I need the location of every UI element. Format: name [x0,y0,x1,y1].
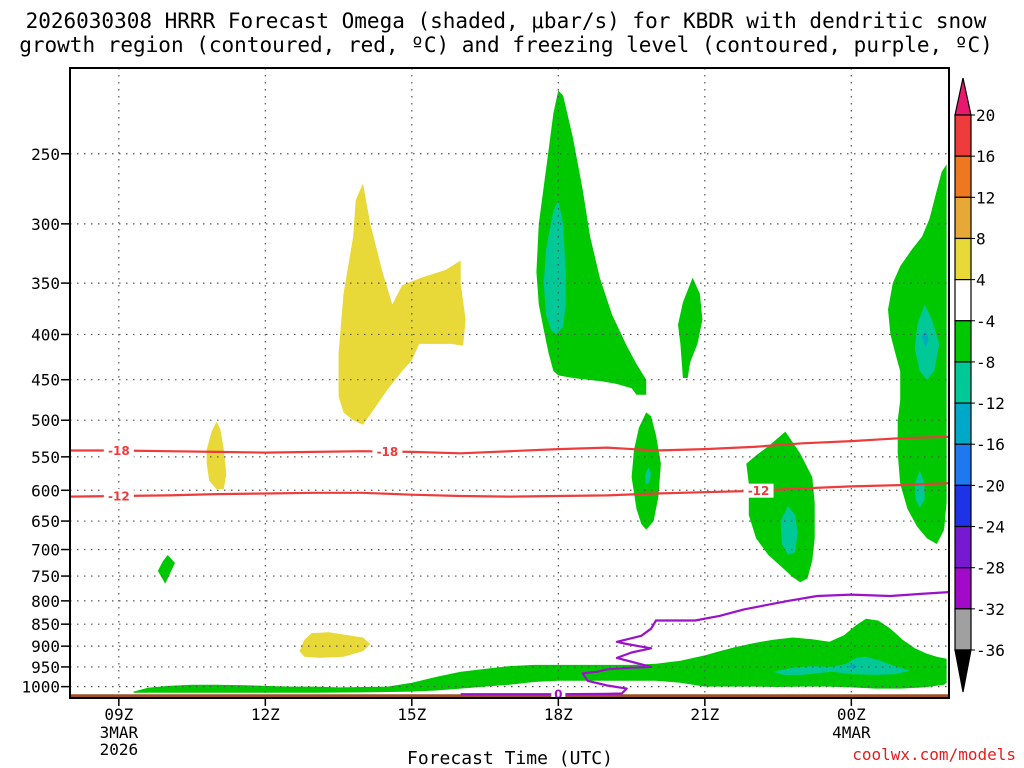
y-tick-label-1000: 1000 [21,678,60,697]
colorbar-swatch-2 [954,196,972,240]
credit-text[interactable]: coolwx.com/models [852,745,1016,764]
y-tick-label-500: 500 [31,411,60,430]
colorbar-label-12: -32 [976,600,1005,619]
contour-freezing-level-0 [460,591,949,696]
x-tick-label-12Z: 12Z [251,705,280,724]
colorbar-swatch-4 [954,279,972,322]
omega-region-lift-20z-mid-core [645,467,652,484]
y-tick-label-550: 550 [31,448,60,467]
colorbar-label-6: -8 [976,353,995,372]
chart-title-line1: 2026030308 HRRR Forecast Omega (shaded, … [26,9,987,33]
contour-label-dgz-minus12-0: -12 [108,490,130,504]
omega-region-lift-low-core [773,656,910,675]
colorbar-swatch-9 [954,484,972,528]
contour-dgz-minus12 [70,482,949,498]
omega-region-lift-2030z [678,277,703,378]
colorbar-label-3: 8 [976,229,986,248]
y-axis: 250 300 350 400 450 500 550 600 650 700 750 800 850 9… [21,145,70,697]
colorbar: 20 16 12 8 4 -4 -8 -12 -16 -20 -24 -28 -32 -36 [954,77,1005,693]
omega-region-lift-10z-small [157,555,175,584]
y-tick-label-300: 300 [31,215,60,234]
colorbar-label-11: -28 [976,559,1005,578]
x-tick-sublabel-00Z: 4MAR [832,723,871,742]
x-axis-title: Forecast Time (UTC) [407,748,613,768]
contour-label-bg-dgz-minus18-0 [103,443,134,458]
colorbar-top-arrow [954,77,972,116]
contour-label-dgz-minus18-1: -18 [377,445,399,459]
contour-label-bg-dgz-minus18-1 [372,444,403,459]
colorbar-label-2: 12 [976,188,995,207]
omega-region-lift-22z-mid [746,431,815,583]
contour-label-bg-freezing-level-0-0 [551,687,566,698]
contour-label-bg-dgz-minus12-1 [743,483,774,498]
colorbar-swatch-7 [954,402,972,445]
surface-ground [70,694,949,698]
contour-dgz-minus18 [70,435,949,455]
colorbar-bottom-arrow [954,649,972,693]
colorbar-swatch-3 [954,237,972,281]
colorbar-swatch-8 [954,443,972,486]
y-tick-label-250: 250 [31,145,60,164]
y-tick-label-450: 450 [31,371,60,390]
colorbar-swatch-5 [954,320,972,363]
colorbar-label-4: 4 [976,271,986,290]
omega-shading [133,90,947,693]
omega-region-lift-01z-core-dot [922,329,929,348]
colorbar-swatch-0 [954,114,972,157]
omega-region-lift-01z-core-lower [914,470,925,508]
plot-frame [69,67,950,699]
y-tick-label-650: 650 [31,512,60,531]
x-tick-label-18Z: 18Z [544,705,573,724]
y-tick-label-950: 950 [31,658,60,677]
omega-region-lift-18z-upper-core [543,200,566,335]
x-tick-label-15Z: 15Z [397,705,426,724]
y-tick-label-850: 850 [31,615,60,634]
chart-title-line2: growth region (contoured, red, ºC) and f… [19,33,993,57]
colorbar-swatch-10 [954,525,972,569]
colorbar-swatch-11 [954,567,972,610]
omega-region-lift-low-dot [848,663,858,670]
colorbar-swatch-6 [954,361,972,404]
omega-region-lift-20z-mid [631,412,661,530]
omega-region-sink-13z-low [299,632,371,658]
y-tick-label-700: 700 [31,541,60,560]
y-tick-label-600: 600 [31,481,60,500]
y-tick-label-350: 350 [31,274,60,293]
omega-region-sink-1430z [338,183,466,425]
x-tick-sublabel-09Z: 3MAR [100,723,139,742]
colorbar-label-13: -36 [976,641,1005,660]
y-tick-label-400: 400 [31,325,60,344]
colorbar-label-9: -20 [976,476,1005,495]
contour-label-dgz-minus18-0: -18 [108,444,130,458]
y-tick-label-750: 750 [31,567,60,586]
plot-area: -18 -18 -12 -12 0 [69,67,950,702]
contour-label-freezing-level-0-0: 0 [554,688,562,702]
y-tick-label-900: 900 [31,637,60,656]
contour-label-bg-dgz-minus12-0 [103,489,134,504]
contour-label-dgz-minus12-1: -12 [748,484,770,498]
contour-lines: -18 -18 -12 -12 0 [70,435,949,702]
gridlines [70,68,949,698]
omega-region-lift-low-broad [133,618,947,693]
colorbar-label-7: -12 [976,394,1005,413]
colorbar-swatch-1 [954,155,972,198]
y-tick-label-800: 800 [31,592,60,611]
omega-region-sink-1130z [206,421,227,489]
x-tick-label-00Z: 00Z [837,705,866,724]
colorbar-label-5: -4 [976,312,995,331]
colorbar-label-0: 20 [976,106,995,125]
colorbar-swatch-12 [954,608,972,651]
colorbar-label-10: -24 [976,518,1005,537]
x-tick-sublabel2-09Z: 2026 [100,740,139,759]
x-tick-label-09Z: 09Z [104,705,133,724]
omega-region-lift-22z-mid-core [780,506,798,555]
colorbar-label-1: 16 [976,147,995,166]
x-tick-label-21Z: 21Z [690,705,719,724]
colorbar-label-8: -16 [976,435,1005,454]
